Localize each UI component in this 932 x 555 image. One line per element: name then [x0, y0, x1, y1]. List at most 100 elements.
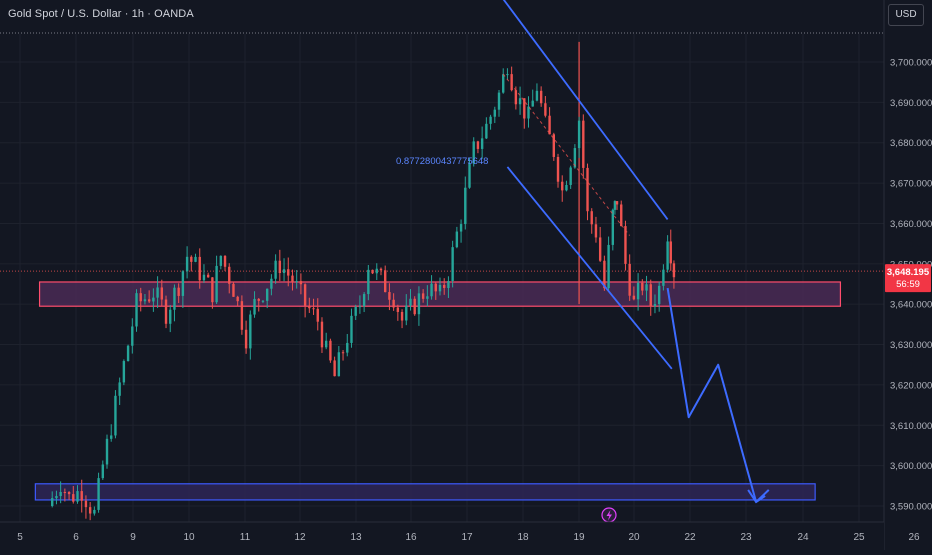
y-tick-label: 3,640.000 [890, 300, 932, 311]
candle [607, 236, 610, 291]
candle [160, 279, 164, 307]
candle [371, 269, 374, 275]
candle [489, 114, 492, 130]
candle [594, 216, 598, 243]
candle-body [480, 138, 484, 149]
candle [636, 273, 640, 311]
candle-body [156, 287, 159, 298]
candle [506, 68, 509, 80]
candle-body [451, 247, 454, 281]
candle-body [177, 287, 180, 296]
candle-body [152, 297, 155, 302]
candle-body [430, 283, 433, 297]
lightning-icon-bolt [606, 510, 612, 521]
candle [388, 283, 391, 311]
candle-body [211, 277, 214, 303]
currency-button[interactable]: USD [888, 4, 924, 26]
candle-body [613, 201, 617, 210]
candle-body [645, 284, 648, 291]
candle-body [615, 201, 619, 205]
candle-body [223, 255, 227, 267]
candle-body [110, 435, 113, 439]
candle [143, 294, 147, 305]
candles [51, 66, 676, 521]
candle [573, 144, 577, 169]
candle-body [202, 274, 206, 281]
chart-title: Gold Spot / U.S. Dollar · 1h · OANDA [8, 8, 194, 20]
candle [97, 472, 100, 513]
candle [464, 176, 467, 230]
candle [76, 485, 79, 504]
candle [72, 485, 75, 504]
candle-body [316, 308, 319, 322]
candle [312, 298, 315, 315]
candle-body [97, 478, 100, 510]
candle [232, 281, 235, 297]
candle [443, 278, 446, 295]
candle-body [514, 90, 518, 105]
candle [346, 333, 349, 357]
candle-body [185, 256, 189, 272]
candle-body [527, 106, 530, 119]
candle [295, 270, 298, 289]
candle [628, 254, 631, 301]
candle [118, 377, 121, 405]
candle-body [261, 300, 265, 302]
candle-body [565, 184, 568, 191]
candle [253, 291, 256, 318]
candle-body [147, 299, 151, 302]
candle-body [287, 269, 290, 276]
x-tick-label: 24 [797, 532, 809, 543]
candle-body [265, 288, 269, 301]
candle [126, 344, 130, 362]
price-tag-countdown: 56:59 [896, 279, 920, 290]
candle [409, 289, 412, 311]
candle-body [518, 98, 522, 105]
candle-body [253, 298, 256, 315]
candle-body [228, 266, 231, 284]
candle [641, 279, 644, 296]
candle-body [303, 284, 307, 306]
candle [485, 117, 488, 140]
candle-body [274, 260, 277, 279]
x-tick-label: 9 [130, 532, 136, 543]
candle-body [438, 284, 442, 292]
y-tick-label: 3,690.000 [890, 98, 932, 109]
candle-body [379, 268, 383, 271]
candle [114, 390, 117, 439]
candle [459, 219, 463, 243]
candle-body [657, 285, 661, 305]
candle-body [143, 299, 147, 302]
candle [384, 265, 387, 293]
candle [375, 263, 378, 281]
candle-body [72, 494, 75, 502]
candle-body [417, 293, 421, 315]
projection-path [666, 287, 770, 503]
candle [672, 260, 676, 289]
candle [202, 264, 206, 284]
candle [223, 255, 227, 272]
candle [586, 163, 589, 221]
candle [645, 275, 648, 302]
candle-body [464, 187, 467, 225]
candle [265, 288, 269, 309]
candle-body [388, 292, 391, 300]
candle-body [476, 141, 480, 149]
x-tick-label: 17 [461, 532, 473, 543]
candle-body [392, 299, 395, 308]
candle [552, 132, 555, 161]
candle [206, 272, 210, 278]
candle [400, 309, 404, 329]
y-tick-label: 3,700.000 [890, 58, 932, 69]
candle [417, 286, 421, 326]
candle [413, 296, 416, 316]
candle [510, 66, 513, 92]
candle [299, 273, 303, 295]
candle [379, 267, 383, 276]
candle-body [590, 211, 593, 225]
candle-body [291, 275, 294, 283]
candle [426, 285, 429, 307]
